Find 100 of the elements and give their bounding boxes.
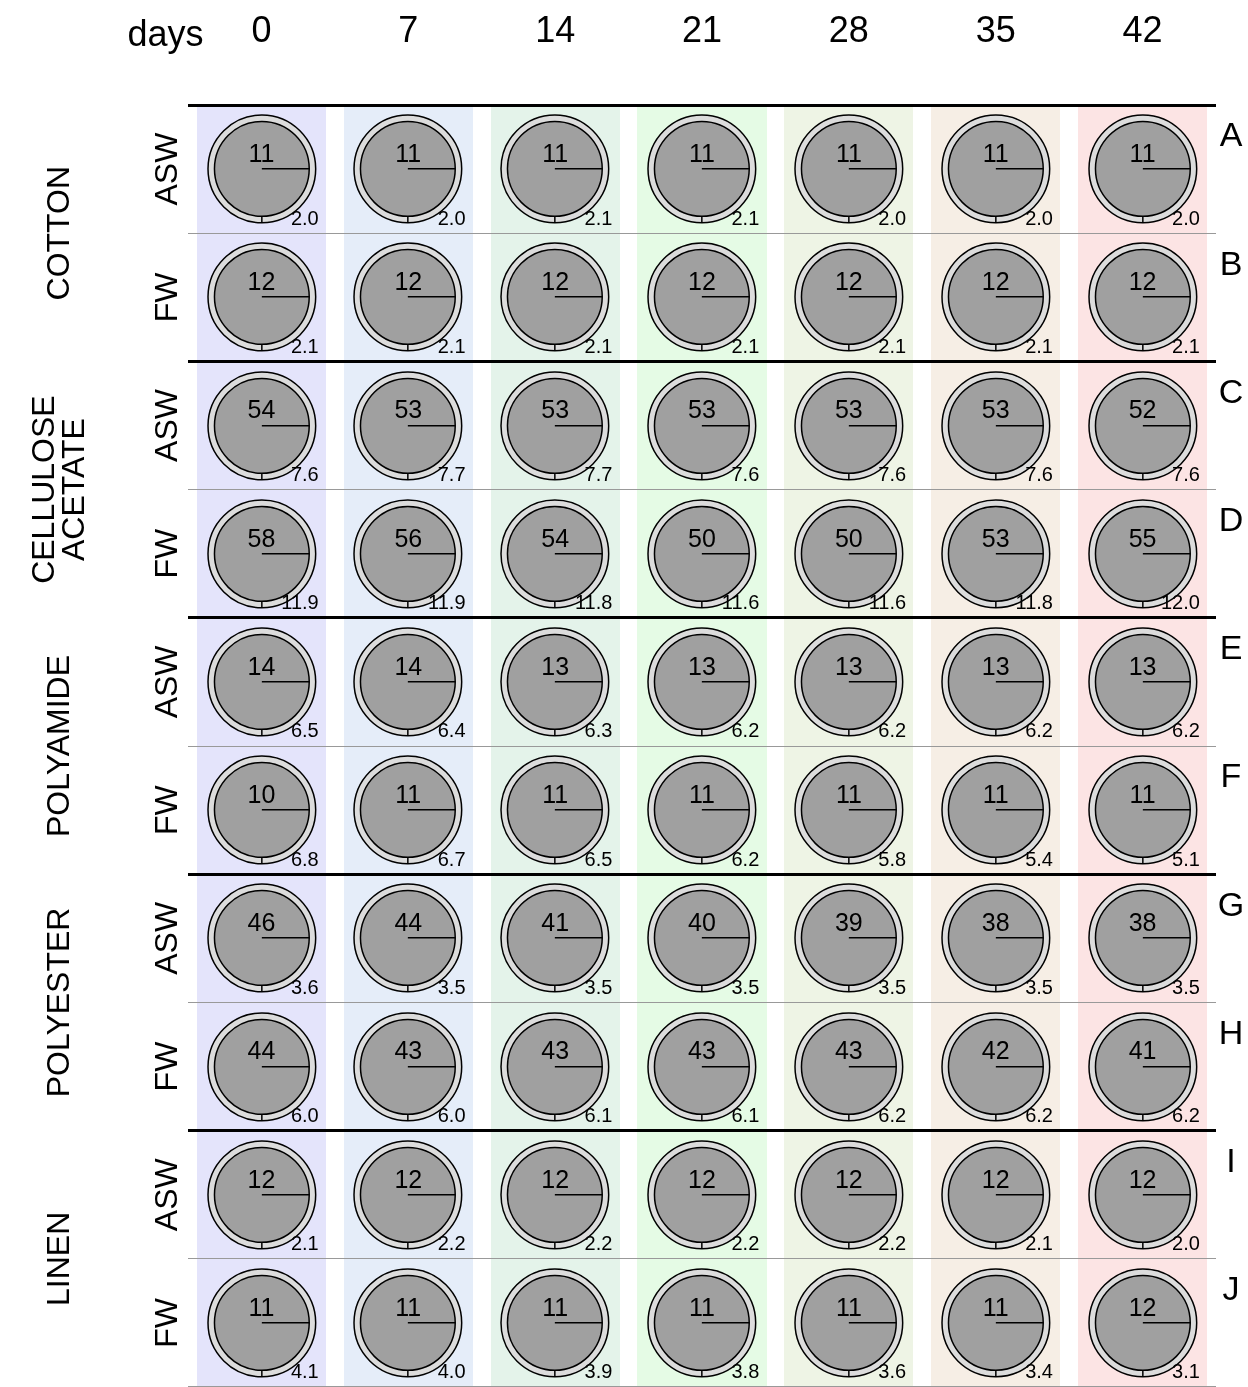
data-label: 13 bbox=[981, 651, 1010, 680]
text: COTTON bbox=[39, 165, 76, 301]
y2-tick-label: A bbox=[1219, 115, 1243, 154]
text: POLYESTER bbox=[39, 907, 76, 1098]
data-label: 11 bbox=[248, 1292, 275, 1321]
annotation: 3.1 bbox=[1172, 1360, 1200, 1383]
annotation: 11.6 bbox=[868, 591, 907, 614]
annotation: 2.0 bbox=[437, 206, 466, 229]
y-tick-label: ASW bbox=[147, 644, 184, 719]
annotation: 3.4 bbox=[1025, 1360, 1053, 1383]
data-label: 53 bbox=[688, 395, 716, 424]
y2-tick-label: C bbox=[1218, 371, 1244, 410]
annotation: 4.0 bbox=[437, 1360, 466, 1383]
annotation: 11.8 bbox=[574, 591, 613, 614]
annotation: 6.2 bbox=[878, 1104, 907, 1127]
data-label: 12 bbox=[981, 267, 1010, 296]
data-label: 12 bbox=[247, 267, 276, 296]
annotation: 6.1 bbox=[731, 1104, 760, 1127]
data-label: 43 bbox=[541, 1036, 570, 1065]
annotation: 5.8 bbox=[878, 847, 907, 870]
data-label: 12 bbox=[1128, 1292, 1157, 1321]
annotation: 2.1 bbox=[584, 334, 613, 357]
y2-tick-label: I bbox=[1226, 1141, 1236, 1180]
data-label: 10 bbox=[247, 779, 276, 808]
data-label: 12 bbox=[1128, 267, 1157, 296]
y-tick-label: ASW bbox=[147, 1157, 184, 1232]
annotation: 2.1 bbox=[731, 334, 760, 357]
data-label: 53 bbox=[394, 395, 423, 424]
data-label: 38 bbox=[981, 908, 1010, 937]
annotation: 2.0 bbox=[1025, 206, 1053, 229]
annotation: 3.6 bbox=[878, 1360, 907, 1383]
annotation: 6.3 bbox=[584, 719, 613, 742]
annotation: 12.0 bbox=[1160, 591, 1200, 614]
data-label: 54 bbox=[541, 523, 570, 552]
annotation: 2.1 bbox=[878, 334, 907, 357]
annotation: 2.0 bbox=[1172, 1232, 1200, 1255]
data-label: 11 bbox=[395, 138, 422, 167]
data-label: 55 bbox=[1128, 523, 1157, 552]
annotation: 6.2 bbox=[1172, 719, 1200, 742]
data-label: 53 bbox=[981, 395, 1010, 424]
x-tick-label: 7 bbox=[398, 9, 419, 51]
annotation: 2.2 bbox=[731, 1232, 760, 1255]
annotation: 11.6 bbox=[721, 591, 760, 614]
annotation: 2.1 bbox=[584, 206, 613, 229]
annotation: 2.1 bbox=[1025, 1232, 1053, 1255]
y-tick-label: FW bbox=[147, 1040, 184, 1092]
annotation: 5.1 bbox=[1172, 847, 1200, 870]
data-label: 12 bbox=[834, 1164, 863, 1193]
annotation: 7.6 bbox=[1025, 463, 1053, 486]
annotation: 4.1 bbox=[290, 1360, 319, 1383]
annotation: 6.7 bbox=[437, 847, 466, 870]
x-axis-title: days bbox=[127, 12, 204, 54]
x-tick-label: 21 bbox=[681, 9, 723, 51]
data-label: 12 bbox=[688, 1164, 716, 1193]
data-label: 11 bbox=[689, 779, 715, 808]
data-label: 12 bbox=[394, 267, 423, 296]
annotation: 6.2 bbox=[731, 719, 760, 742]
data-label: 53 bbox=[981, 523, 1010, 552]
annotation: 3.5 bbox=[731, 975, 760, 998]
annotation: 3.9 bbox=[584, 1360, 613, 1383]
data-label: 11 bbox=[689, 138, 715, 167]
data-label: 44 bbox=[247, 1036, 276, 1065]
data-label: 39 bbox=[834, 908, 863, 937]
data-label: 13 bbox=[834, 651, 863, 680]
data-label: 41 bbox=[1128, 1036, 1157, 1065]
annotation: 2.1 bbox=[437, 334, 466, 357]
y-tick-label: ASW bbox=[147, 388, 184, 462]
data-label: 50 bbox=[688, 523, 716, 552]
y2-tick-label: B bbox=[1219, 243, 1243, 282]
annotation: 2.0 bbox=[290, 206, 319, 229]
y2-tick-label: F bbox=[1220, 756, 1242, 795]
data-label: 11 bbox=[542, 1292, 569, 1321]
data-label: 43 bbox=[394, 1036, 423, 1065]
y2-tick-label: J bbox=[1222, 1269, 1240, 1308]
annotation: 3.5 bbox=[1172, 975, 1200, 998]
annotation: 6.4 bbox=[437, 719, 466, 742]
data-label: 44 bbox=[394, 908, 423, 937]
text: POLYAMIDE bbox=[39, 655, 76, 837]
data-label: 12 bbox=[394, 1164, 423, 1193]
x-tick-label: 42 bbox=[1122, 9, 1163, 51]
x-tick-label: 28 bbox=[828, 9, 869, 51]
data-label: 11 bbox=[248, 138, 275, 167]
data-label: 11 bbox=[542, 779, 569, 808]
y-tick-label: FW bbox=[147, 271, 184, 323]
annotation: 11.9 bbox=[428, 591, 466, 614]
data-label: 11 bbox=[982, 779, 1009, 808]
data-label: 54 bbox=[247, 395, 276, 424]
annotation: 2.1 bbox=[1025, 334, 1053, 357]
annotation: 2.1 bbox=[290, 1232, 319, 1255]
data-label: 11 bbox=[1129, 779, 1156, 808]
annotation: 3.8 bbox=[731, 1360, 760, 1383]
data-label: 11 bbox=[835, 138, 862, 167]
data-label: 43 bbox=[834, 1036, 863, 1065]
annotation: 3.5 bbox=[437, 975, 466, 998]
annotation: 11.9 bbox=[281, 591, 319, 614]
data-label: 12 bbox=[1128, 1164, 1157, 1193]
data-label: 46 bbox=[247, 908, 276, 937]
data-label: 14 bbox=[247, 651, 276, 680]
annotation: 6.5 bbox=[584, 847, 613, 870]
data-label: 40 bbox=[688, 908, 716, 937]
